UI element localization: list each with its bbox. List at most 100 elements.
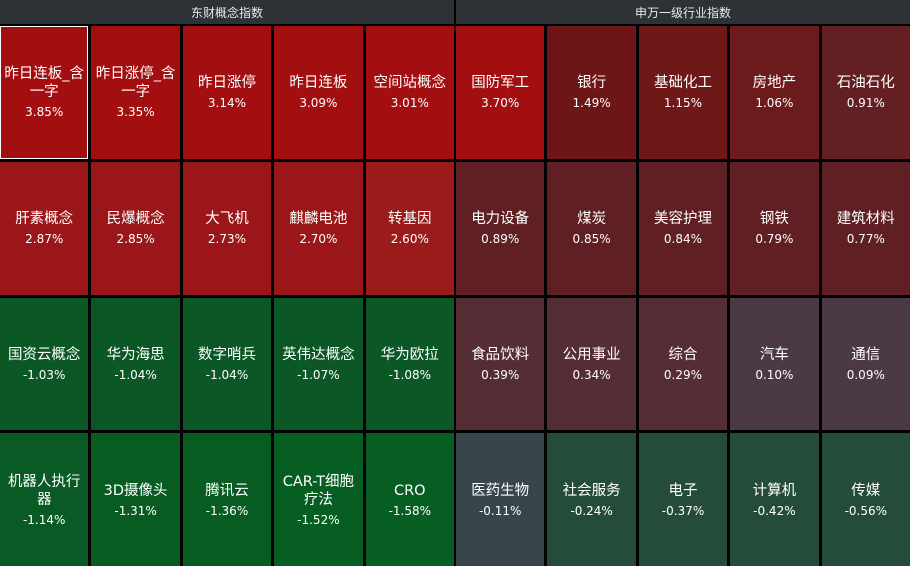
heatmap-tile[interactable]: 转基因 2.60% <box>365 161 454 295</box>
heatmap-tile[interactable]: 昨日涨停 3.14% <box>182 26 272 159</box>
heatmap-tile[interactable]: 汽车 0.10% <box>730 297 819 431</box>
tile-name: 3D摄像头 <box>103 482 168 499</box>
tile-name: 机器人执行器 <box>7 473 81 508</box>
heatmap-tile[interactable]: 公用事业 0.34% <box>547 297 636 431</box>
tile-name: 国资云概念 <box>7 346 81 363</box>
tile-name: 传媒 <box>851 482 881 499</box>
heatmap-tile[interactable]: 传媒 -0.56% <box>821 433 910 566</box>
heatmap-tile[interactable]: 基础化工 1.15% <box>638 26 728 159</box>
tile-name: 电力设备 <box>471 211 530 228</box>
tile-change-percent: 0.77% <box>846 232 885 247</box>
heatmap-tile[interactable]: 昨日涨停_含一字 3.35% <box>91 26 180 159</box>
tile-change-percent: -1.03% <box>22 367 66 382</box>
tile-name: 空间站概念 <box>373 75 447 92</box>
tile-name: 钢铁 <box>759 211 789 228</box>
heatmap-tile[interactable]: 机器人执行器 -1.14% <box>0 433 89 566</box>
heatmap-tile[interactable]: 电子 -0.37% <box>638 433 728 566</box>
heatmap-tile[interactable]: 通信 0.09% <box>821 297 910 431</box>
tile-name: 民爆概念 <box>106 211 165 228</box>
heatmap-tile[interactable]: 银行 1.49% <box>547 26 636 159</box>
tile-name: 昨日连板 <box>289 75 348 92</box>
tile-change-percent: -0.37% <box>661 503 705 518</box>
heatmap-tile[interactable]: 昨日连板 3.09% <box>274 26 363 159</box>
tile-change-percent: 0.10% <box>755 367 794 382</box>
tile-change-percent: 3.01% <box>390 96 429 111</box>
tile-change-percent: 0.29% <box>663 367 703 382</box>
heatmap-tile[interactable]: 腾讯云 -1.36% <box>182 433 272 566</box>
tile-name: 电子 <box>668 482 698 499</box>
tile-name: 石油石化 <box>836 75 895 92</box>
heatmap-tile[interactable]: 麒麟电池 2.70% <box>274 161 363 295</box>
concept-grid: 昨日连板_含一字 3.85% 昨日涨停_含一字 3.35% 昨日涨停 3.14% 昨日连板 3… <box>0 24 454 566</box>
tile-change-percent: 0.79% <box>755 232 794 247</box>
heatmap-tile[interactable]: 英伟达概念 -1.07% <box>274 297 363 431</box>
tile-name: 社会服务 <box>562 482 621 499</box>
heatmap-tile[interactable]: 华为欧拉 -1.08% <box>365 297 454 431</box>
heatmap-tile[interactable]: 国防军工 3.70% <box>456 26 545 159</box>
heatmap-tile[interactable]: 医药生物 -0.11% <box>456 433 545 566</box>
heatmap-tile[interactable]: 钢铁 0.79% <box>730 161 819 295</box>
tile-change-percent: 3.14% <box>207 96 247 111</box>
tile-name: 汽车 <box>759 346 789 363</box>
tile-name: 华为欧拉 <box>380 346 439 363</box>
tile-name: 美容护理 <box>653 211 712 228</box>
tile-change-percent: -1.14% <box>22 512 66 527</box>
tile-change-percent: -1.36% <box>205 503 249 518</box>
tile-change-percent: -0.42% <box>753 503 796 518</box>
tile-change-percent: 2.60% <box>390 232 429 247</box>
heatmap-tile[interactable]: 肝素概念 2.87% <box>0 161 89 295</box>
tile-name: 华为海思 <box>106 346 165 363</box>
heatmap-tile[interactable]: CAR-T细胞疗法 -1.52% <box>274 433 363 566</box>
tile-name: CAR-T细胞疗法 <box>282 473 355 508</box>
tile-name: 大飞机 <box>205 211 249 228</box>
heatmap-tile[interactable]: 数字哨兵 -1.04% <box>182 297 272 431</box>
tile-change-percent: 0.85% <box>572 232 611 247</box>
heatmap-tile[interactable]: 3D摄像头 -1.31% <box>91 433 180 566</box>
tile-name: 麒麟电池 <box>289 211 348 228</box>
tile-change-percent: -1.31% <box>114 503 157 518</box>
tile-name: 公用事业 <box>562 346 621 363</box>
tile-change-percent: 2.73% <box>207 232 247 247</box>
tile-name: 昨日连板_含一字 <box>4 66 85 101</box>
heatmap-tile[interactable]: 民爆概念 2.85% <box>91 161 180 295</box>
heatmap-tile[interactable]: CRO -1.58% <box>365 433 454 566</box>
heatmap-tile[interactable]: 昨日连板_含一字 3.85% <box>0 26 89 159</box>
tile-name: 建筑材料 <box>836 211 895 228</box>
tile-name: 食品饮料 <box>471 346 530 363</box>
tile-change-percent: -1.52% <box>297 512 340 527</box>
industry-grid: 国防军工 3.70% 银行 1.49% 基础化工 1.15% 房地产 1.06% 石油石化 0.9… <box>456 24 910 566</box>
tile-change-percent: 3.85% <box>25 105 64 120</box>
heatmap-tile[interactable]: 国资云概念 -1.03% <box>0 297 89 431</box>
tile-name: 计算机 <box>752 482 797 499</box>
tile-name: 英伟达概念 <box>282 346 355 363</box>
panel-sw-industries: 申万一级行业指数 国防军工 3.70% 银行 1.49% 基础化工 1.15% 房地产 1.0… <box>456 0 910 566</box>
tile-change-percent: -1.58% <box>388 503 432 518</box>
heatmap-tile[interactable]: 空间站概念 3.01% <box>365 26 454 159</box>
tile-change-percent: 0.09% <box>846 367 885 382</box>
heatmap-tile[interactable]: 煤炭 0.85% <box>547 161 636 295</box>
tile-name: 腾讯云 <box>205 482 249 499</box>
heatmap-tile[interactable]: 计算机 -0.42% <box>730 433 819 566</box>
tile-change-percent: 2.85% <box>116 232 155 247</box>
heatmap-tile[interactable]: 大飞机 2.73% <box>182 161 272 295</box>
tile-name: CRO <box>393 482 426 499</box>
heatmap-tile[interactable]: 食品饮料 0.39% <box>456 297 545 431</box>
tile-change-percent: 3.35% <box>116 105 155 120</box>
heatmap-tile[interactable]: 房地产 1.06% <box>730 26 819 159</box>
tile-change-percent: -1.04% <box>114 367 157 382</box>
heatmap-tile[interactable]: 电力设备 0.89% <box>456 161 545 295</box>
heatmap-tile[interactable]: 华为海思 -1.04% <box>91 297 180 431</box>
tile-change-percent: 0.34% <box>572 367 611 382</box>
tile-change-percent: 0.39% <box>481 367 520 382</box>
heatmap-tile[interactable]: 建筑材料 0.77% <box>821 161 910 295</box>
tile-change-percent: 1.06% <box>755 96 794 111</box>
tile-name: 昨日涨停 <box>197 75 256 92</box>
tile-name: 煤炭 <box>577 211 607 228</box>
heatmap-tile[interactable]: 石油石化 0.91% <box>821 26 910 159</box>
heatmap-tile[interactable]: 社会服务 -0.24% <box>547 433 636 566</box>
panel-title: 东财概念指数 <box>0 0 454 24</box>
tile-change-percent: 1.49% <box>572 96 611 111</box>
tile-change-percent: 3.09% <box>299 96 338 111</box>
heatmap-tile[interactable]: 综合 0.29% <box>638 297 728 431</box>
heatmap-tile[interactable]: 美容护理 0.84% <box>638 161 728 295</box>
